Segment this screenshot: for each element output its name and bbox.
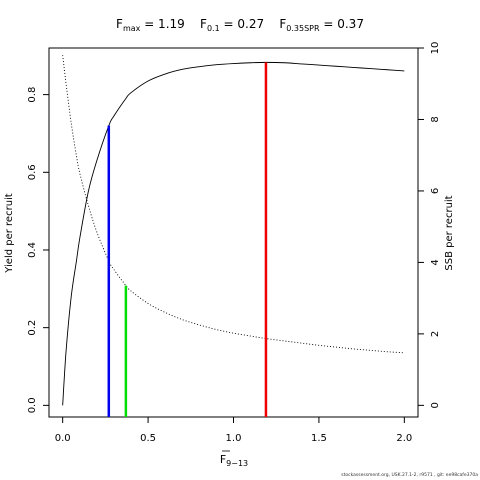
series-group bbox=[62, 55, 405, 406]
x-axis-label-sub: 9−13 bbox=[226, 459, 248, 468]
y-axis-right-label: SSB per recruit bbox=[444, 195, 455, 270]
chart-title: Fmax = 1.19 F0.1 = 0.27 F0.35SPR = 0.37 bbox=[116, 17, 364, 33]
title-gap bbox=[185, 17, 200, 31]
title-f01_value: = 0.27 bbox=[220, 17, 264, 31]
x-tick-label: 1.0 bbox=[226, 433, 242, 444]
y-axis-left: 0.0 0.2 0.4 0.6 0.8 bbox=[27, 87, 50, 413]
y-right-tick-label: 0 bbox=[430, 402, 441, 408]
footer-credit: stockassessment.org, USK.27.1-2, r9571 ,… bbox=[341, 473, 478, 478]
y-right-tick-label: 10 bbox=[430, 42, 441, 55]
y-axis-left-label: Yield per recruit bbox=[4, 193, 15, 274]
yield-per-recruit-line bbox=[62, 61, 405, 406]
title-f01_label: F bbox=[200, 17, 207, 31]
y-axis-right: 0 2 4 6 8 10 bbox=[417, 42, 441, 409]
title-fspr_sub: 0.35SPR bbox=[286, 24, 320, 33]
x-axis-label-base: F bbox=[220, 453, 226, 466]
x-axis: 0.0 0.5 1.0 1.5 2.0 bbox=[55, 416, 412, 444]
y-right-tick-label: 8 bbox=[430, 116, 441, 122]
y-left-tick-label: 0.0 bbox=[27, 397, 38, 413]
y-left-tick-label: 0.6 bbox=[27, 164, 38, 180]
x-tick-label: 0.0 bbox=[55, 433, 71, 444]
title-text: Fmax = 1.19 F0.1 = 0.27 F0.35SPR = 0.37 bbox=[116, 17, 364, 33]
x-axis-label-text: F9−13 bbox=[220, 453, 248, 468]
title-f01_sub: 0.1 bbox=[207, 24, 220, 33]
x-tick-label: 0.5 bbox=[140, 433, 156, 444]
plot-box bbox=[48, 47, 419, 418]
y-right-tick-label: 4 bbox=[430, 259, 441, 265]
title-fspr_label: F bbox=[279, 17, 286, 31]
title-fmax_sub: max bbox=[123, 24, 141, 33]
title-fmax_label: F bbox=[116, 17, 123, 31]
y-left-tick-label: 0.8 bbox=[27, 87, 38, 103]
y-right-tick-label: 6 bbox=[430, 188, 441, 194]
y-left-tick-label: 0.2 bbox=[27, 320, 38, 336]
x-tick-label: 1.5 bbox=[311, 433, 327, 444]
x-tick-label: 2.0 bbox=[396, 433, 412, 444]
x-axis-label: F9−13 bbox=[220, 450, 248, 468]
reference-lines bbox=[107, 62, 268, 417]
y-right-tick-label: 2 bbox=[430, 331, 441, 337]
ssb-per-recruit-line bbox=[62, 55, 405, 354]
title-fmax_value: = 1.19 bbox=[140, 17, 184, 31]
y-left-tick-label: 0.4 bbox=[27, 242, 38, 258]
title-fspr_value: = 0.37 bbox=[320, 17, 364, 31]
title-gap bbox=[264, 17, 279, 31]
